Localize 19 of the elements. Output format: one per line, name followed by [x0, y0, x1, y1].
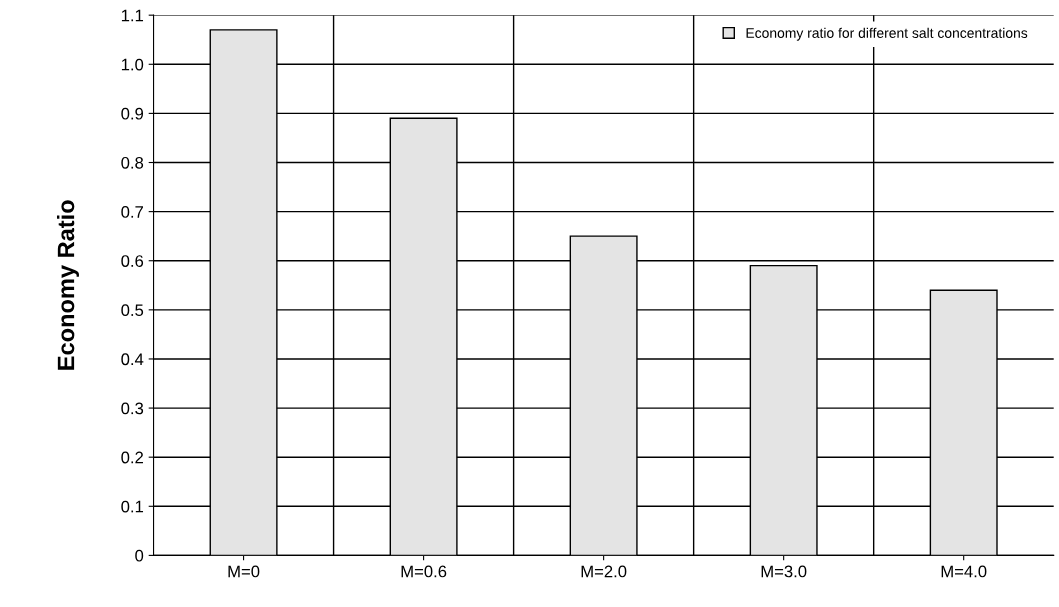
y-tick-label: 1.0	[121, 58, 144, 71]
x-tick-label: M=3.0	[761, 565, 807, 578]
x-tick-label: M=4.0	[941, 565, 987, 578]
y-tick-label: 0.6	[121, 255, 144, 267]
x-tick-label: M=0	[228, 565, 260, 578]
y-tick-label: 0.3	[121, 402, 144, 415]
y-tick-label: 0.1	[121, 500, 144, 513]
y-axis-title: Economy Ratio	[56, 200, 79, 370]
y-tick-label: 0.8	[121, 156, 144, 169]
y-tick-label: 0.7	[121, 206, 143, 218]
y-tick-label: 0.2	[121, 451, 143, 464]
y-tick-label: 0	[135, 549, 144, 562]
y-tick-label: 0.4	[121, 353, 144, 366]
x-tick-label: M=2.0	[581, 565, 627, 578]
x-tick-label: M=0.6	[401, 565, 447, 578]
legend-label: Economy ratio for different salt concentrations	[746, 27, 1028, 41]
y-tick-label: 0.5	[121, 304, 144, 317]
y-tick-label: 0.9	[121, 107, 144, 120]
y-tick-label: 1.1	[121, 9, 144, 22]
